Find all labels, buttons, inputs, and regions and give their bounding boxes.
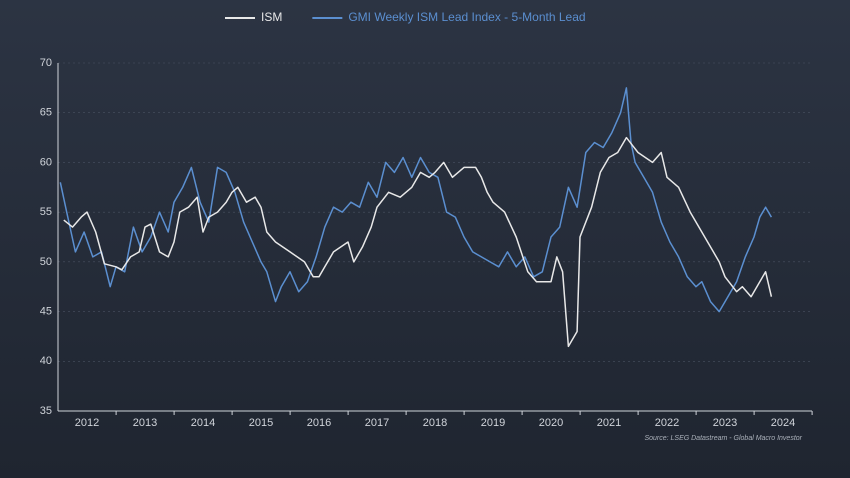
series-line [63,136,773,348]
y-tick-label: 45 [40,305,52,317]
y-tick-label: 50 [40,256,52,268]
legend-label: GMI Weekly ISM Lead Index - 5-Month Lead [348,10,585,24]
x-tick-label: 2019 [481,417,505,429]
x-tick-label: 2017 [365,417,389,429]
x-tick-label: 2023 [713,417,737,429]
x-tick-label: 2012 [75,417,99,429]
y-tick-label: 35 [40,405,52,417]
y-tick-label: 70 [40,57,52,69]
y-tick-label: 55 [40,206,52,218]
y-tick-label: 40 [40,355,52,367]
x-tick-label: 2021 [597,417,621,429]
legend-label: ISM [261,10,282,24]
x-tick-label: 2024 [771,417,795,429]
y-tick-label: 65 [40,107,52,119]
x-tick-label: 2015 [249,417,273,429]
x-tick-label: 2020 [539,417,563,429]
series-line [59,87,773,313]
y-tick-label: 60 [40,156,52,168]
x-tick-label: 2018 [423,417,447,429]
x-tick-label: 2014 [191,417,215,429]
x-tick-label: 2016 [307,417,331,429]
x-tick-label: 2022 [655,417,679,429]
source-note: Source: LSEG Datastream - Global Macro I… [644,435,802,442]
x-tick-label: 2013 [133,417,157,429]
